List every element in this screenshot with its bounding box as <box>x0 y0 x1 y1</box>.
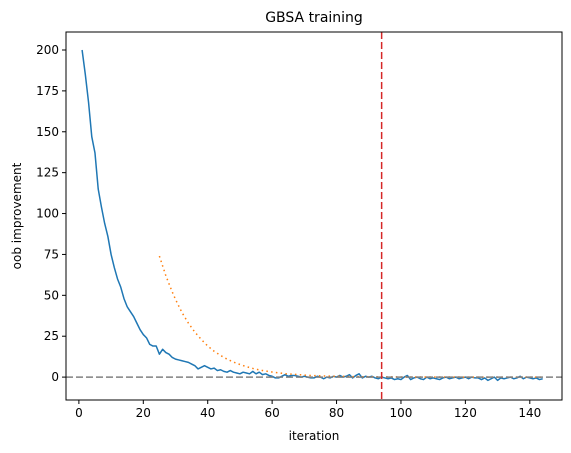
series-line-1 <box>81 49 543 382</box>
y-tick-label: 75 <box>44 247 59 261</box>
x-axis-ticks: 0 20 40 60 80 100 120 140 <box>75 400 541 420</box>
reference-lines <box>66 32 562 400</box>
y-tick-label: 175 <box>36 84 59 98</box>
y-tick-label: 25 <box>44 329 59 343</box>
y-tick-label: 50 <box>44 288 59 302</box>
x-tick-label: 100 <box>390 406 413 420</box>
y-tick-label: 0 <box>51 370 59 384</box>
y-tick-label: 100 <box>36 207 59 221</box>
x-tick-label: 120 <box>454 406 477 420</box>
x-tick-label: 60 <box>264 406 279 420</box>
series-layer <box>81 49 543 382</box>
x-tick-label: 140 <box>518 406 541 420</box>
y-tick-label: 200 <box>36 43 59 57</box>
x-tick-label: 80 <box>329 406 344 420</box>
y-tick-label: 150 <box>36 125 59 139</box>
chart-title: GBSA training <box>265 10 363 26</box>
y-tick-label: 125 <box>36 166 59 180</box>
x-tick-label: 40 <box>200 406 215 420</box>
series-line-2 <box>158 255 543 378</box>
y-axis-ticks: 0 25 50 75 100 125 150 175 200 <box>36 43 66 384</box>
x-tick-label: 20 <box>136 406 151 420</box>
plot-area <box>66 32 562 400</box>
plot-frame <box>65 31 563 401</box>
x-axis-title: iteration <box>289 429 340 443</box>
x-tick-label: 0 <box>75 406 83 420</box>
y-axis-title: oob improvement <box>10 162 24 269</box>
